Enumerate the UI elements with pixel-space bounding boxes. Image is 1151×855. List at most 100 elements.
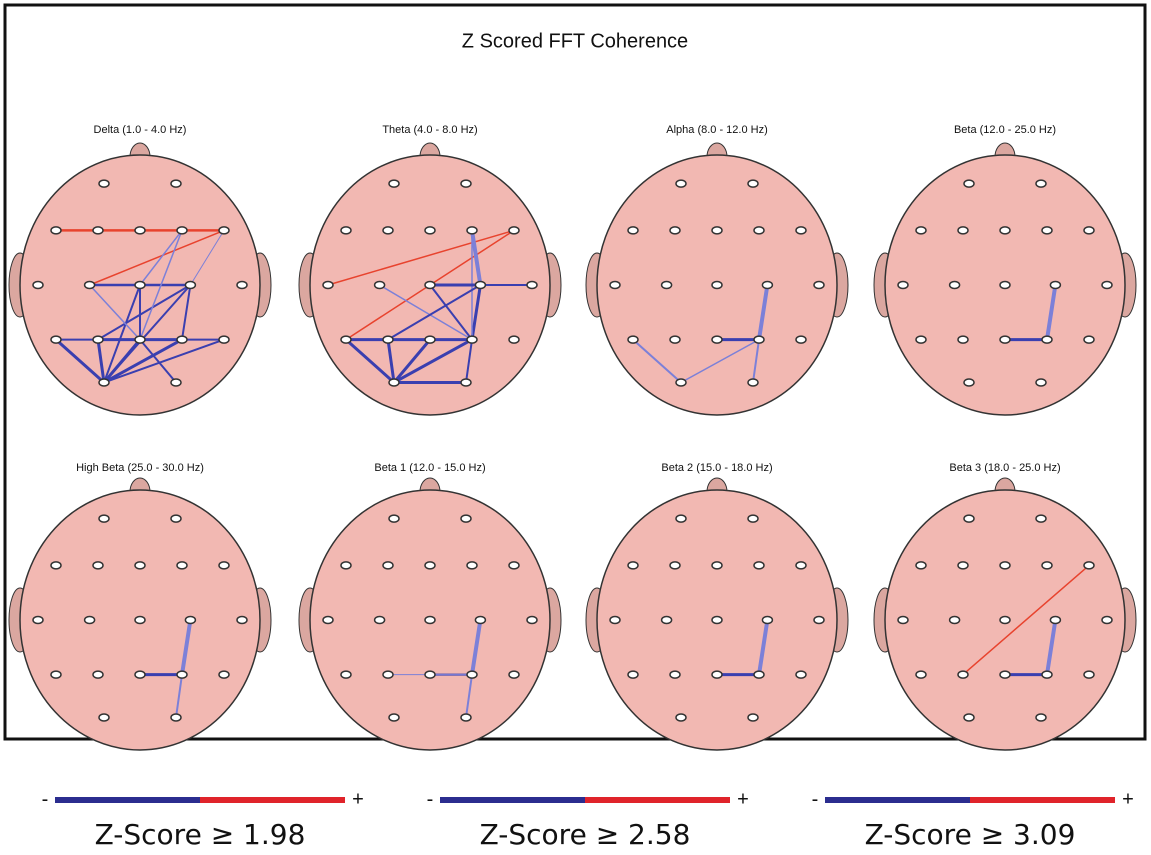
legend-negative [55,797,200,803]
connection [175,673,183,719]
electrode [963,514,975,523]
electrode [340,335,352,344]
panel-title: Delta (1.0 - 4.0 Hz) [94,124,187,136]
electrode [424,335,436,344]
electrode [424,670,436,679]
electrode [915,335,927,344]
electrode [134,280,146,290]
electrode [92,670,104,679]
electrode [1101,615,1113,625]
electrode [1083,335,1095,344]
electrode [1041,226,1053,235]
head-map: Theta (4.0 - 8.0 Hz) [298,124,562,416]
connection [103,284,141,384]
electrode [340,561,352,570]
electrode [508,335,520,344]
electrode [711,670,723,679]
connection [139,229,183,286]
electrode [711,280,723,290]
electrode [460,378,472,387]
electrode [1083,226,1095,235]
electrode [508,226,520,235]
electrode [508,670,520,679]
electrode [675,179,687,188]
connection [962,564,1090,676]
electrode [460,179,472,188]
legend-minus: - [42,788,49,810]
head-map: Beta 2 (15.0 - 18.0 Hz) [585,462,849,751]
electrode [184,280,197,290]
electrode [897,280,909,290]
electrode [627,670,639,679]
electrode [466,670,478,679]
connection [470,283,482,342]
electrode [999,615,1011,625]
electrode [957,226,969,235]
connection [103,338,225,384]
head-map: Delta (1.0 - 4.0 Hz) [8,124,272,416]
electrode [963,378,975,387]
head-map: Beta (12.0 - 25.0 Hz) [873,124,1137,416]
electrode [1041,335,1053,344]
electrode [388,378,400,387]
electrode [170,713,182,722]
legend-positive [585,797,730,803]
electrode [999,670,1011,679]
electrode [176,561,188,570]
electrode [915,670,927,679]
electrode [753,670,765,679]
connection [103,284,192,384]
electrode [92,226,104,235]
electrode [795,670,807,679]
electrode [170,378,182,387]
connection [757,618,770,677]
electrode [382,226,394,235]
electrode [660,280,673,290]
electrode [50,335,62,344]
electrode [915,226,927,235]
connection [680,338,760,384]
electrode [382,335,394,344]
electrode [92,561,104,570]
electrode [322,280,334,290]
panel-title: Beta 1 (12.0 - 15.0 Hz) [374,462,485,474]
panel-title: Beta 3 (18.0 - 25.0 Hz) [949,462,1060,474]
electrode [388,179,400,188]
electrode [340,226,352,235]
electrode [957,670,969,679]
electrode [1035,713,1047,722]
connection [88,284,141,341]
electrode [753,226,765,235]
electrode [761,615,774,625]
legend-minus: - [812,788,819,810]
electrode [1049,280,1062,290]
electrode [1101,280,1113,290]
panel-title: Theta (4.0 - 8.0 Hz) [382,124,477,136]
electrode [474,615,487,625]
electrode [999,226,1011,235]
electrode [795,335,807,344]
electrode [1035,514,1047,523]
electrode [526,280,538,290]
electrode [675,378,687,387]
electrode [1049,615,1062,625]
electrode [609,280,621,290]
electrode [466,226,478,235]
electrode [711,226,723,235]
connection [181,284,192,341]
legend-label: Z-Score ≥ 3.09 [865,818,1076,851]
connection [378,284,473,341]
electrode [218,335,230,344]
connection [465,338,473,384]
electrode [999,280,1011,290]
electrode [176,335,188,344]
electrode [627,226,639,235]
electrode [218,561,230,570]
connection [465,673,473,719]
electrode [627,561,639,570]
electrode [388,713,400,722]
figure-title: Z Scored FFT Coherence [462,30,688,52]
panel-title: Alpha (8.0 - 12.0 Hz) [666,124,768,136]
connection [180,618,193,677]
